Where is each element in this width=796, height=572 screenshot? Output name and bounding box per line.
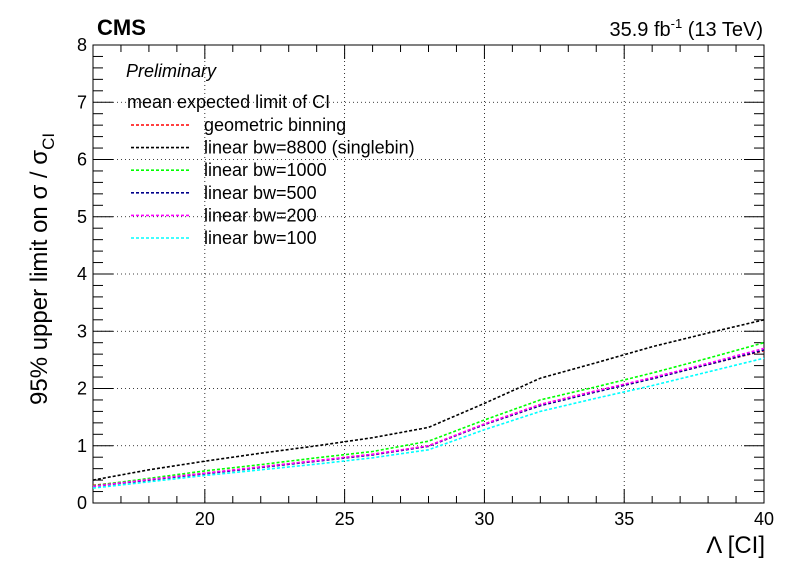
lumi-exponent: -1 bbox=[671, 16, 683, 31]
axis-ticks: 20 25 30 35 40 0 1 2 3 4 5 6 7 8 bbox=[77, 35, 774, 529]
series-line bbox=[92, 349, 765, 487]
grid-lines bbox=[93, 45, 764, 503]
y-tick-label: 5 bbox=[77, 207, 87, 227]
y-tick-label: 4 bbox=[77, 264, 87, 284]
preliminary-label: Preliminary bbox=[126, 61, 217, 81]
y-tick-label: 6 bbox=[77, 150, 87, 170]
legend-entry: geometric binning bbox=[204, 115, 346, 135]
y-tick-label: 8 bbox=[77, 35, 87, 55]
series-line bbox=[92, 319, 765, 481]
x-tick-label: 25 bbox=[335, 509, 355, 529]
data-series bbox=[92, 319, 765, 489]
legend-entry: linear bw=100 bbox=[204, 228, 317, 248]
x-tick-label: 35 bbox=[614, 509, 634, 529]
legend-entry: linear bw=1000 bbox=[204, 160, 327, 180]
x-tick-label: 40 bbox=[754, 509, 774, 529]
legend-entry: linear bw=500 bbox=[204, 183, 317, 203]
y-tick-label: 2 bbox=[77, 379, 87, 399]
y-axis-label-main: 95% upper limit on σ / σ bbox=[26, 150, 53, 405]
legend-header: mean expected limit of CI bbox=[127, 92, 330, 112]
y-tick-label: 3 bbox=[77, 321, 87, 341]
series-line bbox=[92, 341, 765, 487]
y-tick-label: 7 bbox=[77, 92, 87, 112]
legend: geometric binning linear bw=8800 (singleb… bbox=[131, 115, 415, 248]
lumi-value: 35.9 fb bbox=[609, 19, 670, 41]
luminosity-label: 35.9 fb-1 (13 TeV) bbox=[609, 16, 763, 41]
series-line bbox=[92, 357, 765, 489]
y-tick-label: 0 bbox=[77, 493, 87, 513]
y-tick-label: 1 bbox=[77, 436, 87, 456]
x-tick-label: 30 bbox=[474, 509, 494, 529]
energy-label: (13 TeV) bbox=[688, 19, 763, 41]
x-axis-label: Λ [CI] bbox=[706, 532, 765, 559]
legend-entry: linear bw=200 bbox=[204, 205, 317, 225]
series-line bbox=[92, 349, 765, 488]
y-axis-label: 95% upper limit on σ / σCI bbox=[26, 133, 58, 405]
series-line bbox=[92, 347, 765, 488]
legend-entry: linear bw=8800 (singlebin) bbox=[204, 138, 415, 158]
x-tick-label: 20 bbox=[195, 509, 215, 529]
y-axis-label-sub: CI bbox=[39, 133, 58, 150]
experiment-label: CMS bbox=[97, 15, 146, 40]
